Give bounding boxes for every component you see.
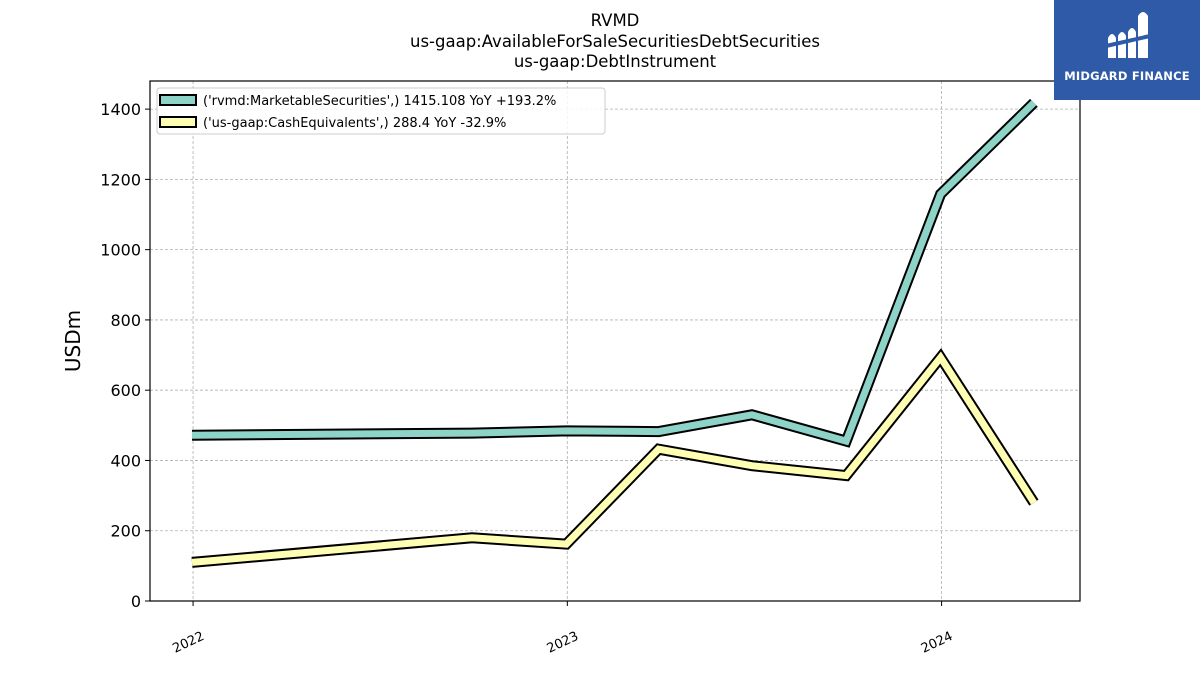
legend-swatch-1: [159, 116, 197, 128]
x-tick-label: 2023: [545, 629, 581, 657]
series-1-line: [191, 351, 1037, 566]
legend-label-1: ('us-gaap:CashEquivalents',) 288.4 YoY -…: [203, 116, 506, 131]
y-tick-label: 600: [110, 381, 141, 400]
chart-title-line-1: RVMD: [590, 11, 640, 30]
x-tick-label: 2022: [170, 629, 206, 657]
y-tick-label: 200: [110, 522, 141, 541]
legend-label-0: ('rvmd:MarketableSecurities',) 1415.108 …: [203, 94, 556, 109]
chart-title-line-3: us-gaap:DebtInstrument: [513, 52, 717, 71]
y-tick-label: 800: [110, 311, 141, 330]
y-tick-label: 0: [131, 592, 141, 611]
series-0-line: [191, 100, 1037, 446]
y-axis-label: USDm: [61, 310, 85, 372]
legend-box: [156, 87, 606, 135]
y-tick-label: 1200: [100, 170, 141, 189]
y-tick-label: 1000: [100, 241, 141, 260]
series-1-outline: [191, 348, 1039, 568]
legend-swatch-0: [159, 94, 197, 106]
plot-frame: [149, 80, 1081, 602]
y-tick-label: 1400: [100, 100, 141, 119]
midgard-logo-icon: [1105, 12, 1151, 58]
x-tick-label: 2024: [919, 629, 955, 657]
logo-text: MIDGARD FINANCE: [1064, 69, 1190, 83]
y-tick-label: 400: [110, 451, 141, 470]
midgard-finance-logo: MIDGARD FINANCE: [1054, 0, 1200, 100]
chart-title-line-2: us-gaap:AvailableForSaleSecuritiesDebtSe…: [410, 32, 820, 51]
